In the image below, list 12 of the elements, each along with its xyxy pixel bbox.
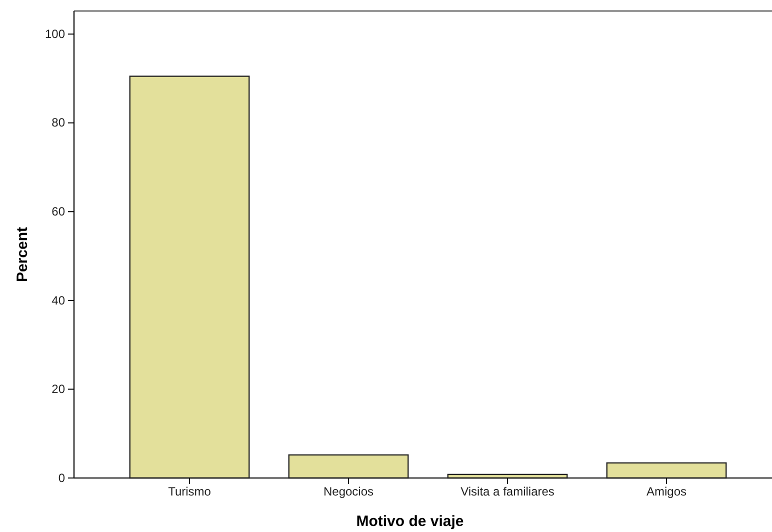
x-tick-label: Visita a familiares xyxy=(460,484,554,499)
x-tick-label: Turismo xyxy=(168,484,212,499)
x-tick-label: Amigos xyxy=(646,484,687,499)
y-tick-label: 100 xyxy=(44,26,66,41)
y-tick-label: 0 xyxy=(58,470,66,485)
y-tick-label: 80 xyxy=(52,116,66,130)
y-axis-title: Percent xyxy=(14,226,31,282)
y-tick-label: 60 xyxy=(52,204,66,218)
x-tick-label: Negocios xyxy=(323,484,374,499)
y-tick-label: 20 xyxy=(52,382,66,396)
x-axis-title: Motivo de viaje xyxy=(356,513,464,530)
y-tick-label: 40 xyxy=(52,293,66,308)
